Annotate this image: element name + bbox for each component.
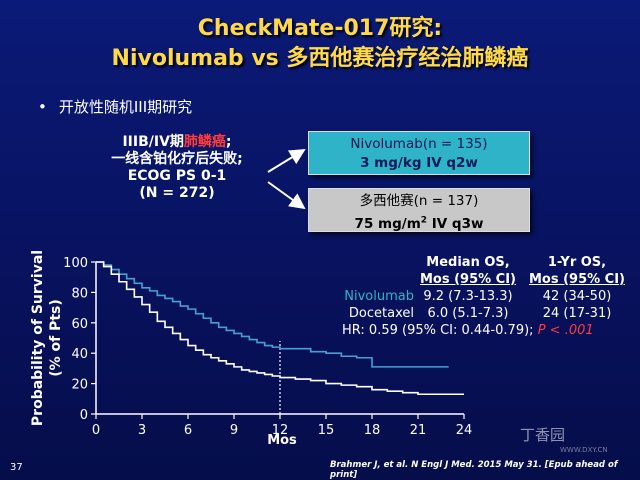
legend-nivolumab: Nivolumab: [344, 289, 414, 304]
one-year-os-column: 1-Yr OS, Mos (95% CI) 42 (34-50) 24 (17-…: [522, 254, 632, 322]
bullet-symbol: •: [38, 98, 47, 116]
arm-box-nivolumab: Nivolumab(n = 135) 3 mg/kg IV q2w: [308, 131, 530, 175]
population-semicolon: ;: [225, 134, 232, 150]
population-stage: IIIB/IV期: [122, 134, 184, 150]
one-year-os-header-line2: Mos (95% CI): [528, 272, 626, 287]
arm-docetaxel-name: 多西他赛: [359, 193, 414, 209]
watermark-url: WWW.DXY.CN: [560, 446, 608, 454]
x-axis-label: Mos: [267, 433, 297, 448]
arm-labels: Nivolumab Docetaxel: [322, 288, 414, 322]
population-description: IIIB/IV期肺鳞癌; 一线含铂化疗后失败; ECOG PS 0-1 (N =…: [88, 134, 266, 202]
median-os-header-line2: Mos (95% CI): [419, 272, 517, 287]
nivolumab-median-os: 9.2 (7.3-13.3): [423, 289, 513, 304]
y-tick-label: 0: [80, 408, 88, 423]
arm-docetaxel-dose: 75 mg/m: [354, 215, 421, 232]
population-ecog: ECOG PS 0-1: [127, 168, 227, 184]
docetaxel-one-year-os: 24 (17-31): [542, 306, 612, 321]
x-tick-label: 3: [138, 423, 146, 438]
slide-title-line2: Nivolumab vs 多西他赛治疗经治肺鳞癌: [111, 46, 529, 71]
arm-nivolumab-n: (n = 135): [422, 136, 488, 152]
hazard-ratio-line: HR: 0.59 (95% CI: 0.44-0.79); P < .001: [342, 322, 632, 339]
watermark-logo: 丁香园: [520, 426, 566, 444]
y-axis-label-line2: (% of Pts): [48, 299, 64, 377]
hazard-ratio-text: HR: 0.59 (95% CI: 0.44-0.79);: [342, 323, 534, 338]
one-year-os-header-line1: 1-Yr OS,: [547, 255, 607, 270]
arm-docetaxel-dose-freq: IV q3w: [427, 215, 484, 232]
arrow-to-nivolumab: [267, 148, 306, 173]
nivolumab-one-year-os: 42 (34-50): [542, 289, 612, 304]
bullet-item: • 开放性随机III期研究: [38, 96, 192, 117]
population-prior-therapy: 一线含铂化疗后失败;: [111, 151, 243, 167]
p-value-text: P < .001: [537, 323, 594, 338]
population-histology: 肺鳞癌: [183, 134, 226, 150]
y-tick-label: 20: [71, 378, 88, 393]
km-curve-nivolumab: [96, 261, 449, 368]
bullet-text: 开放性随机III期研究: [58, 98, 193, 116]
x-tick-label: 15: [318, 423, 335, 438]
citation: Brahmer J, et al. N Engl J Med. 2015 May…: [330, 460, 618, 480]
median-os-column: Median OS, Mos (95% CI) 9.2 (7.3-13.3) 6…: [408, 254, 528, 322]
median-os-header-line1: Median OS,: [426, 255, 510, 270]
km-curve-docetaxel: [96, 261, 464, 396]
x-tick-label: 21: [410, 423, 427, 438]
arrow-to-docetaxel: [267, 181, 306, 210]
y-tick-label: 60: [71, 317, 88, 332]
x-tick-label: 6: [184, 423, 192, 438]
arm-box-docetaxel: 多西他赛(n = 137) 75 mg/m2 IV q3w: [308, 188, 530, 232]
x-tick-label: 9: [230, 423, 238, 438]
y-axis-label-line1: Probability of Survival: [30, 250, 46, 426]
slide-title-line1: CheckMate-017研究:: [197, 16, 443, 41]
legend-docetaxel: Docetaxel: [348, 306, 414, 321]
docetaxel-median-os: 6.0 (5.1-7.3): [427, 306, 509, 321]
y-tick-label: 40: [71, 347, 88, 362]
page-number: 37: [10, 462, 23, 473]
x-tick-label: 24: [456, 423, 473, 438]
arm-docetaxel-dose-sup: 2: [420, 215, 428, 225]
y-tick-label: 80: [71, 286, 88, 301]
arm-nivolumab-dose: 3 mg/kg IV q2w: [360, 155, 478, 171]
x-tick-label: 18: [364, 423, 381, 438]
arm-docetaxel-n: (n = 137): [413, 193, 479, 209]
x-tick-label: 12: [272, 423, 289, 438]
x-tick-label: 0: [92, 423, 100, 438]
y-tick-label: 100: [63, 256, 88, 271]
population-n: (N = 272): [139, 185, 215, 201]
arm-nivolumab-name: Nivolumab: [350, 136, 423, 152]
